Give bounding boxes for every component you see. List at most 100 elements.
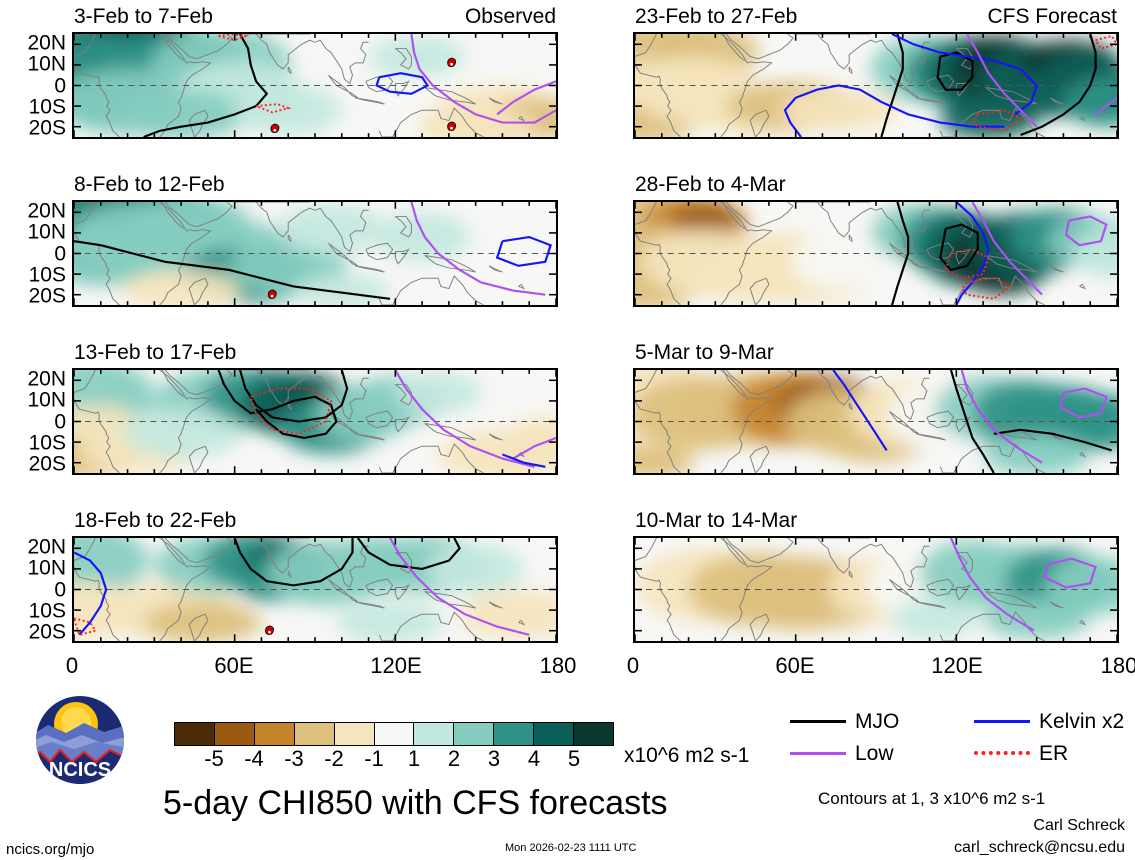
legend-line-er [974,751,1030,755]
timestamp: Mon 2026-02-23 1111 UTC [505,842,637,854]
map-panel-6: 5-Mar to 9-Mar [633,342,1119,475]
y-axis-labels-0: 20N 10N 0 10S 20S [6,32,72,139]
y-axis-labels-1: 20N 10N 0 10S 20S [6,200,72,307]
y-tick-3-4: 20S [28,620,66,644]
legend-line-low [790,751,846,755]
panel-graphic-2 [74,370,556,473]
legend-line-kelvin [974,719,1030,723]
cyclone-marker-0-2 [447,121,457,131]
cyclone-marker-0-0 [447,57,457,68]
colorbar [174,722,614,746]
colorbar-swatch-7 [454,723,495,745]
panel-title-1: 8-Feb to 12-Feb [74,173,225,196]
contour-mjo-5-0 [891,202,910,305]
coastlines-1 [74,202,526,305]
legend-label-kelvin: Kelvin x2 [1039,709,1125,733]
anomaly-shading-4 [635,34,1117,137]
plot-area-6 [633,368,1119,475]
y-tick-2-0: 20N [27,367,66,391]
ncics-logo-graphic: NCICS [36,696,124,784]
contour-mjo-1-0 [74,240,391,300]
plot-area-5 [633,200,1119,307]
colorbar-tick-0: -5 [204,746,224,771]
colorbar-swatch-0 [175,723,215,745]
contour-kelvin-1-2 [495,235,552,267]
plot-area-2 [72,368,558,475]
colorbar-tick-5: 1 [407,746,421,771]
contour-low-0-5 [496,80,556,116]
legend-label-er: ER [1039,741,1069,765]
plot-area-4 [633,32,1119,139]
contour-er-4-7 [1094,34,1117,50]
colorbar-tick-2: -3 [284,746,304,771]
y-tick-3-3: 10S [28,599,66,623]
colorbar-swatch-1 [214,723,255,745]
contour-er-4-8 [971,109,1023,132]
contour-low-7-0 [949,538,1035,632]
legend-item-er: ER [974,740,1068,766]
contour-low-6-2 [960,370,1043,464]
y-tick-2-4: 20S [28,452,66,476]
contour-er-5-6 [960,277,1012,300]
contour-kelvin-5-2 [955,202,990,305]
y-tick-2-1: 10N [27,388,66,412]
x-tick-0-0: 0 [65,653,79,678]
colorbar-tick-3: -2 [324,746,344,771]
y-axis-labels-2: 20N 10N 0 10S 20S [6,368,72,475]
map-panel-1: 8-Feb to 12-Feb 20N 10N 0 10S 20S [27,174,558,307]
contour-low-4-5 [966,34,1038,128]
contour-er-0-2 [255,103,292,114]
contour-low-4-6 [1094,96,1117,116]
author-email: carl_schreck@ncsu.edu [954,839,1125,856]
y-tick-1-0: 20N [27,199,66,223]
contour-kelvin-4-3 [891,34,1038,116]
panel-graphic-4 [635,34,1117,137]
panel-title-2: 13-Feb to 17-Feb [74,341,237,364]
main-title: 5-day CHI850 with CFS forecasts [163,784,668,822]
panel-title-5: 28-Feb to 4-Mar [635,173,786,196]
panel-ticks-4 [635,34,1117,137]
y-tick-0-4: 20S [28,116,66,140]
panel-ticks-2 [74,370,556,473]
contour-kelvin-0-3 [375,72,430,95]
map-panel-2: 13-Feb to 17-Feb 20N 10N 0 10S 20S [27,342,558,475]
coastlines-2 [74,370,526,473]
y-tick-1-3: 10S [28,263,66,287]
plot-area-0 [72,32,558,139]
legend-label-low: Low [855,741,894,765]
colorbar-tick-7: 3 [487,746,501,771]
contour-legend: MJO Kelvin x2 Low ER [790,708,1135,770]
coastlines-0 [74,34,526,137]
y-tick-3-0: 20N [27,535,66,559]
map-panel-3: 18-Feb to 22-Feb 20N 10N 0 10S 20S 0 60E 120E 180 [27,510,576,677]
x-tick-1-0: 0 [626,653,640,678]
map-panel-4: 23-Feb to 27-Feb CFS Forecast [633,6,1119,139]
y-tick-2-3: 10S [28,431,66,455]
colorbar-tick-9: 5 [567,746,581,771]
cyclone-marker-1-0 [267,289,277,299]
legend-label-mjo: MJO [855,709,900,733]
colorbar-ticklabels: -5 -4 -3 -2 -1 1 2 3 4 5 [174,748,614,774]
contour-kelvin-2-5 [502,453,546,468]
contour-kelvin-6-4 [832,370,888,451]
site-url: ncics.org/mjo [6,841,95,858]
x-tick-1-2: 120E [931,653,983,678]
x-tick-0-2: 120E [370,653,422,678]
contour-low-5-3 [971,202,1043,296]
anomaly-shading-6 [635,370,1117,473]
panel-graphic-1 [74,202,556,305]
contour-mjo-2-1 [238,370,349,423]
y-tick-0-3: 10S [28,95,66,119]
x-axis-labels-0: 0 60E 120E 180 [66,643,576,678]
contour-er-3-3 [74,617,97,637]
map-panel-0: 3-Feb to 7-Feb Observed 20N 10N 0 10S 20S [27,6,558,139]
contour-low-6-3 [1059,387,1108,419]
panel-ticks-3 [74,538,556,641]
contour-mjo-4-2 [1020,34,1097,136]
column-header-1: CFS Forecast [987,5,1117,28]
contour-kelvin-4-4 [783,84,1005,137]
ncics-logo: NCICS [26,692,134,788]
panel-ticks-5 [635,202,1117,305]
cyclone-marker-0-1 [270,123,280,133]
